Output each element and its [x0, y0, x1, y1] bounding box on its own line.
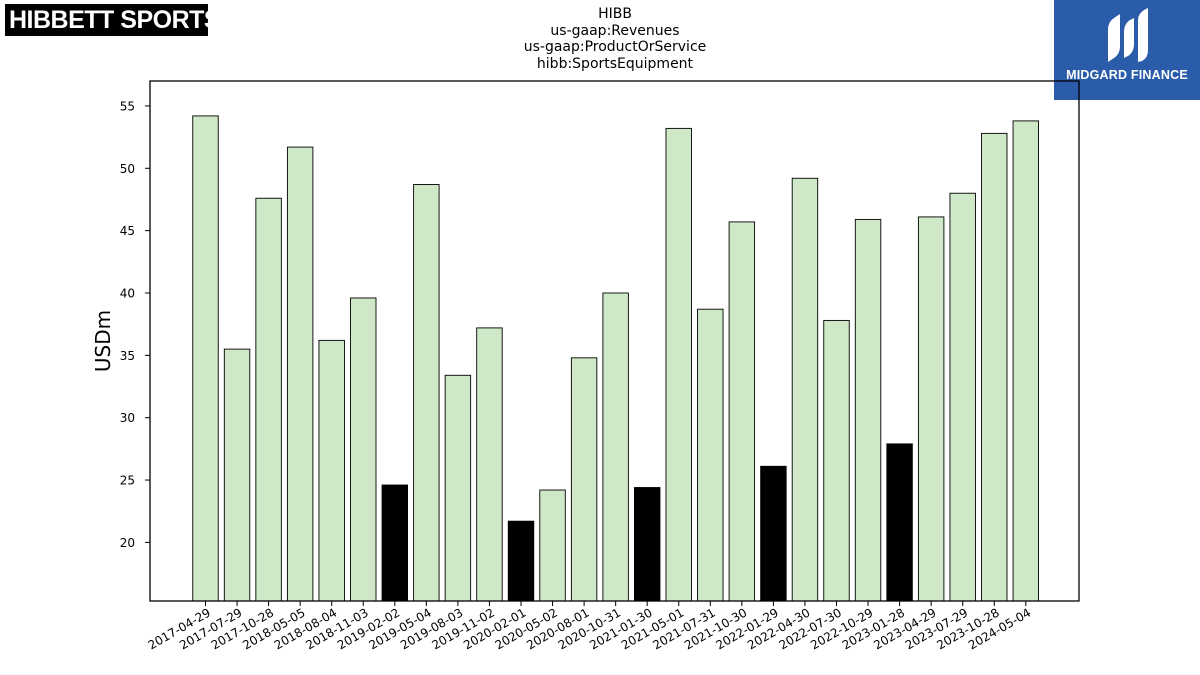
y-axis-label: USDm — [91, 310, 115, 372]
bar-2022-01-29 — [760, 465, 787, 602]
x-axis: 2017-04-292017-07-292017-10-282018-05-05… — [146, 601, 1033, 652]
bar-2022-04-30 — [791, 177, 819, 602]
logo-left-text: HIBBETT SPORTS — [9, 5, 221, 34]
midgard-finance-logo: MIDGARD FINANCE — [1054, 0, 1200, 100]
y-tick-label: 45 — [120, 224, 135, 238]
bar-2017-04-29 — [192, 115, 219, 602]
bar-2019-02-02 — [381, 484, 408, 602]
bar-2020-10-31 — [602, 292, 629, 602]
y-tick-label: 25 — [120, 474, 135, 488]
y-tick-label: 20 — [120, 536, 135, 550]
bar-2020-05-02 — [539, 489, 566, 602]
bar-2023-01-28 — [886, 443, 913, 602]
midgard-monogram-icon — [1108, 8, 1148, 62]
bar-2024-05-04 — [1012, 120, 1039, 602]
bar-2022-10-29 — [854, 218, 882, 602]
bar-2017-10-28 — [255, 197, 282, 602]
bar-2020-02-01 — [507, 520, 535, 602]
title-line-1: HIBB — [598, 6, 632, 22]
y-tick-label: 40 — [120, 286, 135, 300]
y-tick-label: 35 — [120, 349, 135, 363]
bar-2023-10-28 — [981, 132, 1008, 602]
y-tick-label: 30 — [120, 411, 135, 425]
plot-frame — [149, 80, 1080, 602]
y-axis: 20 25 30 35 40 45 50 55 — [120, 99, 150, 550]
bar-2018-08-04 — [318, 339, 345, 602]
chart-title: HIBB us-gaap:Revenues us-gaap:ProductOrS… — [415, 6, 815, 72]
title-line-2: us-gaap:Revenues — [550, 22, 680, 39]
bar-2019-08-03 — [444, 374, 472, 602]
hibbett-sports-logo: HIBBETT SPORTS ® — [5, 4, 229, 36]
logo-right-text: MIDGARD FINANCE — [1066, 68, 1188, 82]
bars-group — [192, 115, 1039, 602]
bar-2023-04-29 — [917, 216, 945, 602]
y-tick-label: 55 — [120, 99, 135, 113]
bar-2020-08-01 — [570, 357, 598, 602]
bar-2021-10-30 — [728, 221, 756, 602]
bar-2021-07-31 — [697, 308, 724, 602]
bar-2019-11-02 — [476, 327, 503, 602]
bar-2021-01-30 — [634, 487, 661, 602]
y-tick-label: 50 — [120, 162, 135, 176]
bar-2018-11-03 — [350, 297, 377, 602]
bar-2017-07-29 — [223, 348, 251, 602]
title-line-4: hibb:SportsEquipment — [536, 55, 694, 72]
bar-2021-05-01 — [665, 127, 692, 602]
registered-mark: ® — [221, 14, 229, 26]
bar-2022-07-30 — [823, 319, 850, 602]
bar-2019-05-04 — [413, 184, 440, 602]
title-line-3: us-gaap:ProductOrService — [523, 39, 707, 55]
bar-2018-05-05 — [286, 146, 314, 602]
bar-2023-07-29 — [949, 192, 976, 602]
